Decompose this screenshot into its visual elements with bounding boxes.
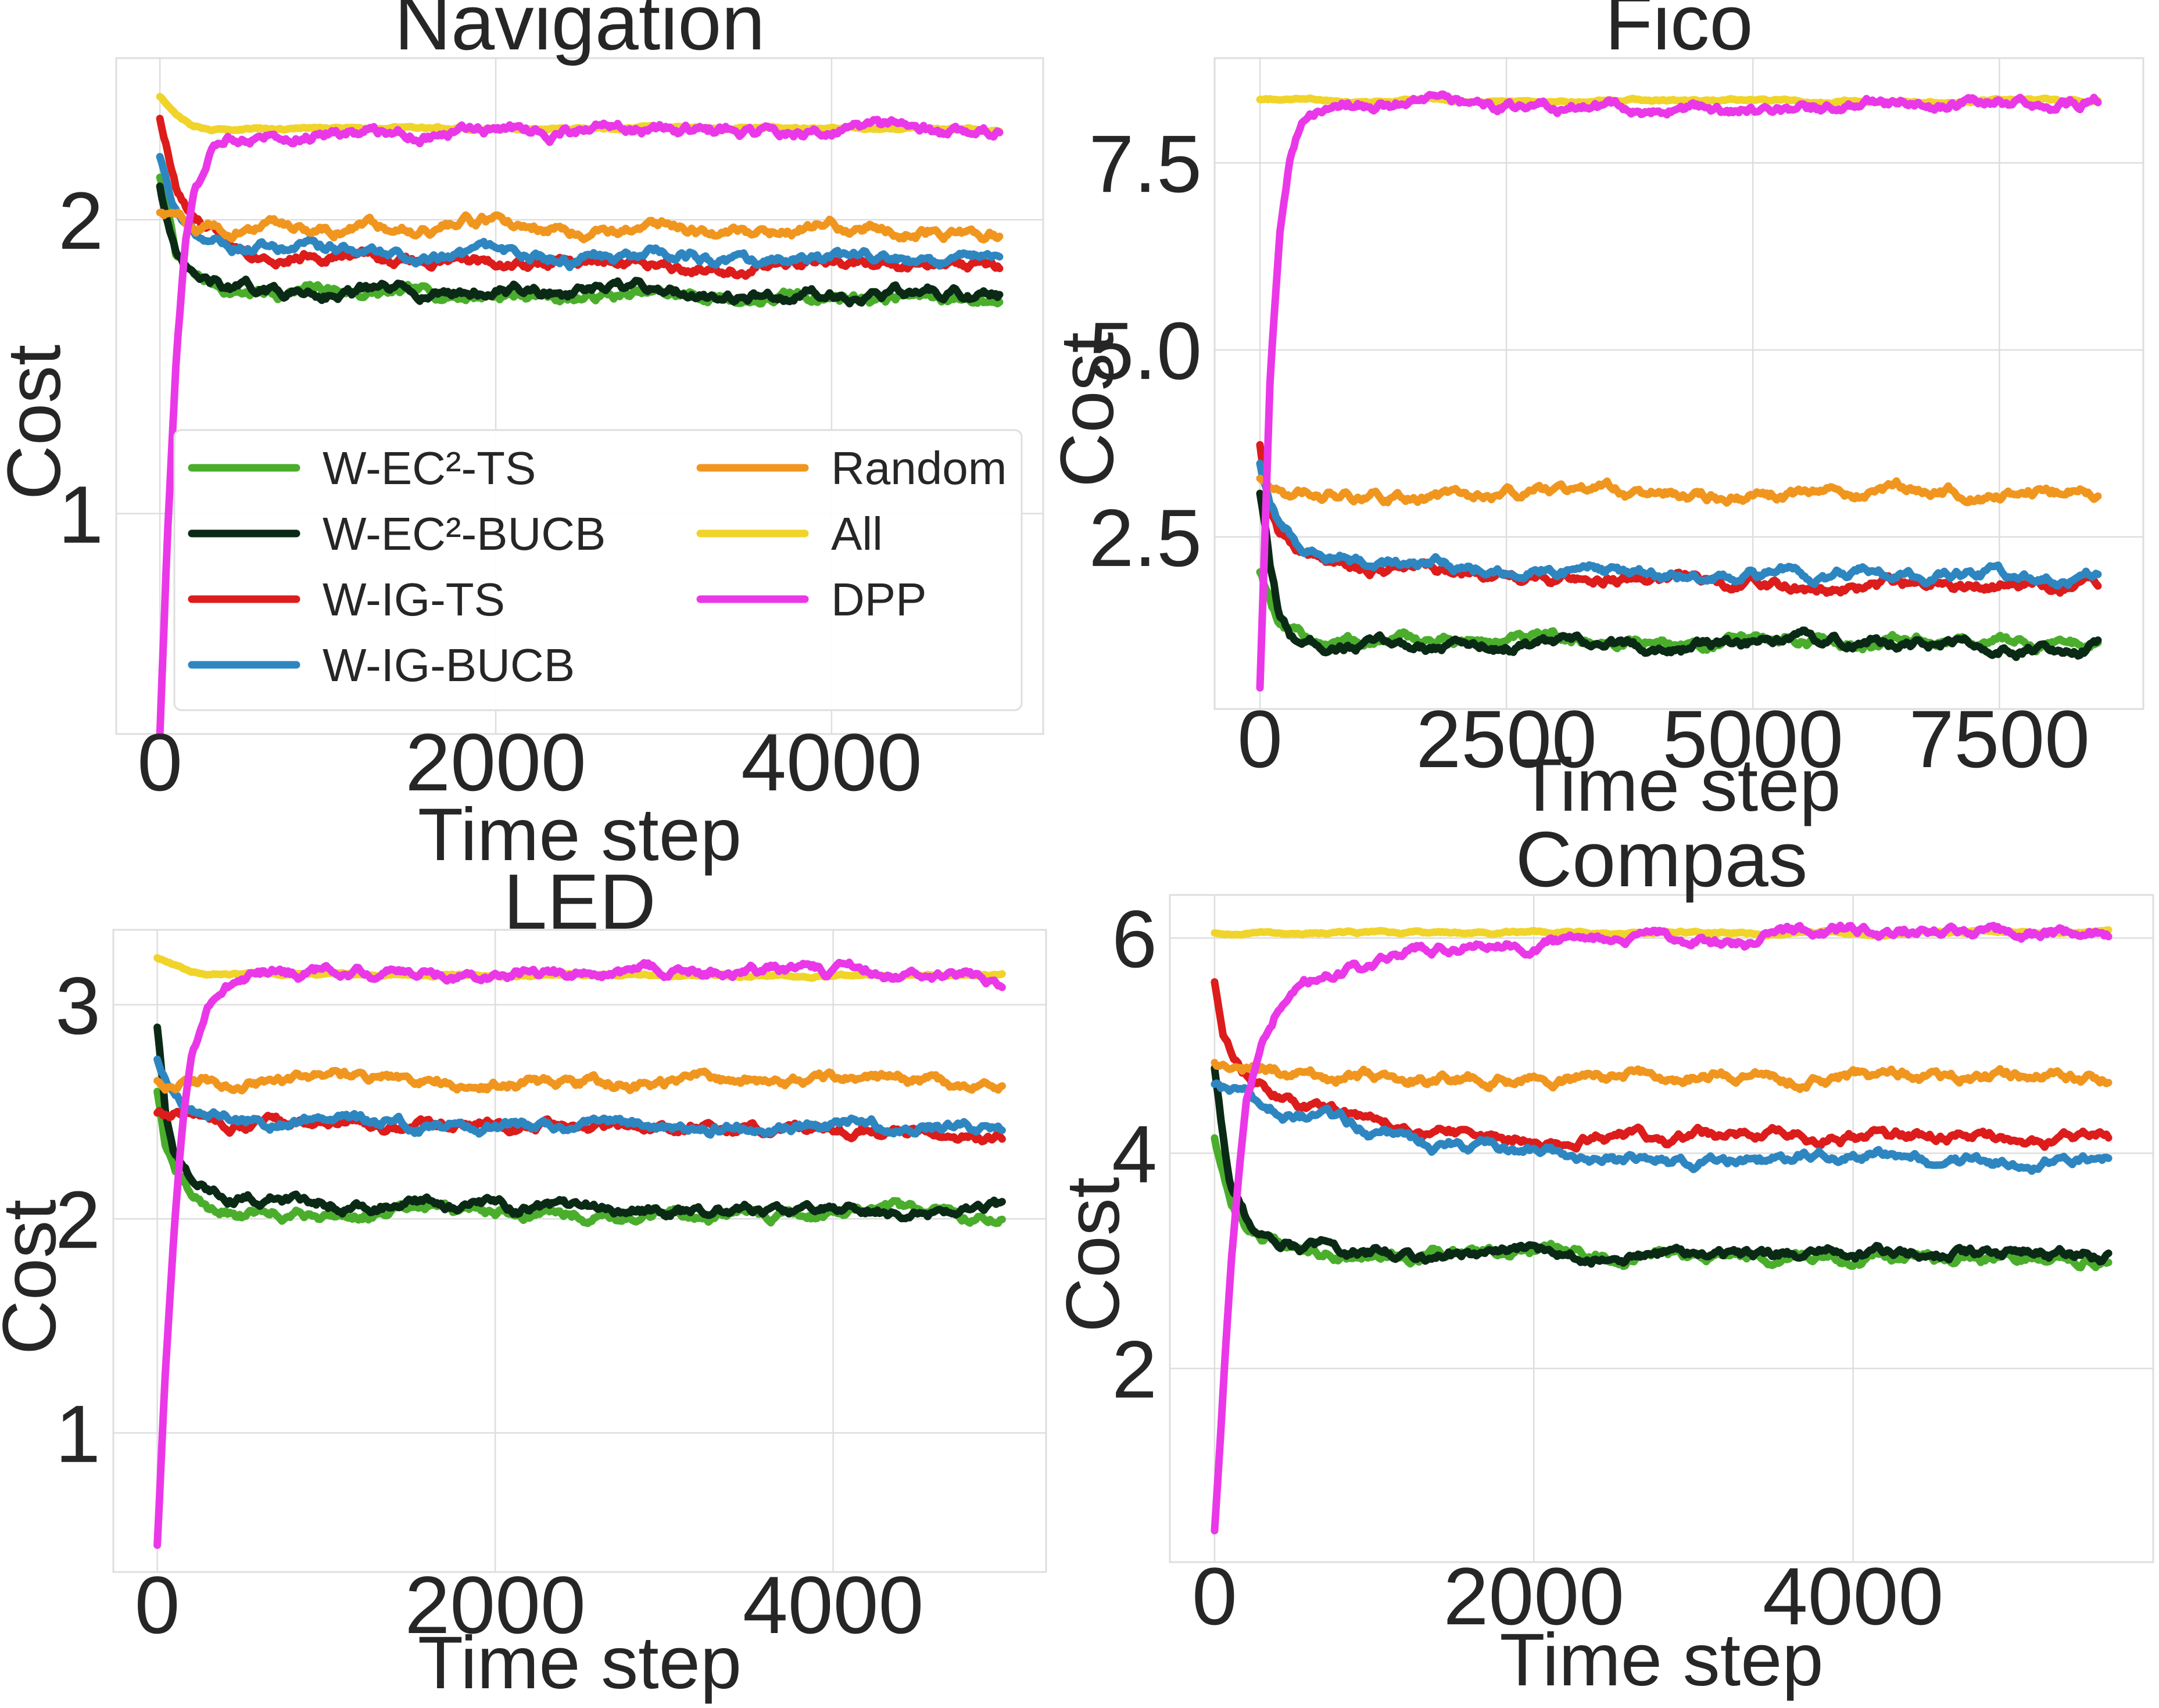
x-tick-label: 0 — [1237, 693, 1283, 785]
series-line-w-ec2-bucb — [1256, 489, 2102, 661]
series-lines — [156, 92, 1004, 740]
legend-label-all: All — [831, 508, 883, 560]
series-line-dpp — [1256, 90, 2102, 692]
series-line-dpp — [156, 116, 1004, 740]
y-axis-label: Cost — [1050, 1177, 1135, 1332]
series-lines — [1256, 90, 2102, 692]
x-tick-label: 0 — [135, 1559, 180, 1650]
x-tick-label: 0 — [1192, 1551, 1237, 1642]
series-line-w-ig-bucb — [156, 153, 1004, 271]
series-lines — [153, 954, 1006, 1549]
series-line-w-ig-bucb — [153, 1055, 1006, 1139]
series-line-w-ec2-bucb — [153, 1023, 1006, 1223]
x-tick-label: 2000 — [404, 1559, 585, 1650]
y-tick-label: 1 — [58, 469, 103, 560]
x-tick-label: 7500 — [1909, 693, 2090, 785]
y-axis-label: Cost — [1044, 332, 1129, 487]
y-tick-label: 2.5 — [1089, 492, 1202, 583]
plot-frame — [112, 929, 1047, 1573]
plot-frame — [1169, 894, 2154, 1563]
x-tick-label: 2000 — [405, 717, 586, 808]
subplot-fico: 0 2500 5000 7500 2.5 5.0 7.5 Fico Time step Cost — [1044, 0, 2144, 827]
x-tick-label: 4000 — [743, 1559, 923, 1650]
x-tick-label: 5000 — [1663, 693, 1843, 785]
y-tick-label: 2 — [58, 175, 103, 266]
y-axis-label: Cost — [0, 1199, 71, 1355]
subplot-navigation: 0 2000 4000 1 2 Navigation Time step Cost W-EC²-… — [0, 0, 1044, 876]
x-tick-label: 4000 — [741, 717, 922, 808]
series-line-random — [153, 1066, 1006, 1095]
legend-label-random: Random — [831, 442, 1007, 494]
legend-label-w-ig-ts: W-IG-TS — [323, 574, 505, 625]
series-line-random — [1211, 1059, 2113, 1093]
series-line-w-ig-ts — [1211, 978, 2113, 1153]
chart-title: Compas — [1516, 815, 1808, 903]
chart-title: LED — [503, 858, 656, 946]
series-line-w-ig-bucb — [1256, 460, 2102, 590]
chart-title: Navigation — [395, 0, 765, 66]
x-axis-label: Time step — [1517, 744, 1841, 827]
series-line-random — [156, 209, 1004, 244]
x-tick-label: 0 — [137, 717, 182, 808]
x-tick-label: 2000 — [1444, 1551, 1624, 1642]
series-line-w-ec2-bucb — [1211, 1064, 2113, 1268]
y-tick-label: 6 — [1112, 893, 1157, 984]
grid — [1170, 895, 2153, 1562]
y-axis-label: Cost — [0, 345, 76, 500]
x-tick-label: 4000 — [1763, 1551, 1943, 1642]
grid — [113, 930, 1046, 1572]
series-line-dpp — [153, 958, 1006, 1549]
series-line-random — [1256, 474, 2102, 507]
legend-label-w-ec2-ts: W-EC²-TS — [323, 442, 536, 494]
plot-frame — [115, 57, 1044, 735]
x-tick-label: 2500 — [1416, 693, 1596, 785]
y-tick-label: 5.0 — [1089, 305, 1202, 396]
x-axis-label: Time step — [418, 793, 742, 876]
y-tick-label: 2 — [1112, 1324, 1157, 1415]
legend: W-EC²-TS W-EC²-BUCB W-IG-TS W-IG-BUCB Random… — [173, 429, 1023, 711]
y-tick-label: 3 — [55, 960, 101, 1051]
series-line-dpp — [1211, 921, 2113, 1535]
series-line-w-ec2-bucb — [156, 182, 1004, 307]
x-axis-label: Time step — [1499, 1619, 1823, 1702]
legend-box — [173, 429, 1023, 711]
plot-frame — [1213, 57, 2144, 710]
chart-title: Fico — [1605, 0, 1753, 66]
series-line-w-ig-bucb — [1211, 1079, 2113, 1175]
x-axis-label: Time step — [418, 1621, 742, 1705]
legend-label-w-ec2-bucb: W-EC²-BUCB — [323, 508, 606, 560]
grid — [1215, 58, 2143, 709]
legend-label-w-ig-bucb: W-IG-BUCB — [323, 639, 575, 691]
subplot-compas: 0 2000 4000 2 4 6 Compas Time step Cost — [1050, 815, 2154, 1702]
y-tick-label: 1 — [55, 1388, 101, 1480]
legend-label-dpp: DPP — [831, 574, 927, 625]
y-tick-label: 4 — [1112, 1108, 1157, 1199]
y-tick-label: 2 — [55, 1174, 101, 1265]
series-lines — [1211, 921, 2113, 1535]
y-tick-label: 7.5 — [1089, 118, 1202, 209]
subplot-led: 0 2000 4000 1 2 3 LED Time step Cost — [0, 858, 1047, 1705]
